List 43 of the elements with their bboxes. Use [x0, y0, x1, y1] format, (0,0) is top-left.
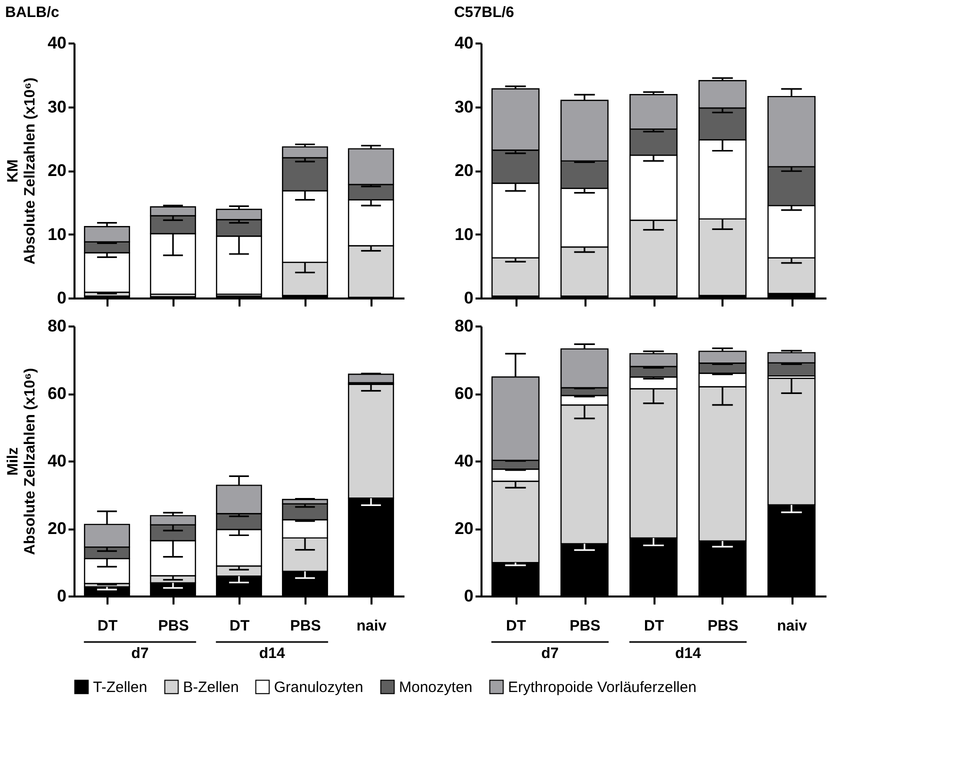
x-tick-label: PBS: [570, 618, 600, 634]
y-tick-label: 40: [48, 452, 66, 470]
x-tick-label: DT: [98, 618, 118, 634]
y-tick-label: 0: [464, 586, 474, 606]
x-tick-label: DT: [644, 618, 664, 634]
y-tick-label: 20: [454, 519, 474, 538]
text: d14: [675, 645, 702, 662]
x-tick-label: PBS: [158, 618, 189, 634]
text: d7: [131, 645, 149, 662]
x-tick-label: DT: [506, 618, 526, 634]
legend-label: Erythropoide Vorläuferzellen: [508, 678, 696, 696]
legend-label: Granulozyten: [274, 678, 364, 696]
chart-title: C57BL/6: [454, 4, 514, 21]
y-tick-label: 80: [454, 316, 474, 336]
y-tick-label: 0: [57, 586, 66, 606]
y-tick-label: 0: [57, 288, 66, 308]
legend-label: T-Zellen: [93, 678, 148, 696]
text: d7: [541, 645, 559, 662]
text: d14: [259, 645, 286, 662]
y-tick-label: 20: [48, 519, 66, 538]
y-tick-label: 40: [454, 452, 474, 470]
x-tick-label: PBS: [290, 618, 321, 634]
legend-label: Monozyten: [399, 678, 472, 696]
y-tick-label: 60: [48, 384, 66, 403]
y-tick-label: 10: [48, 224, 66, 244]
x-tick-label: naiv: [776, 618, 808, 634]
y-tick-label: 40: [454, 34, 474, 52]
legend-label: B-Zellen: [183, 678, 239, 696]
y-tick-label: 20: [454, 161, 474, 180]
y-axis-title: Milz Absolute Zellzahlen (x10⁶): [4, 368, 39, 555]
y-tick-label: 80: [48, 316, 66, 336]
y-tick-label: 0: [464, 288, 474, 308]
y-tick-label: 10: [454, 224, 474, 244]
y-axis-title: KM Absolute Zellzahlen (x10⁶): [4, 78, 39, 264]
x-tick-label: PBS: [708, 618, 738, 634]
y-tick-label: 20: [48, 161, 66, 180]
y-tick-label: 30: [454, 97, 474, 116]
chart-title: BALB/c: [5, 4, 60, 21]
x-tick-label: naiv: [356, 618, 388, 634]
y-tick-label: 40: [48, 34, 66, 52]
y-tick-label: 60: [454, 384, 474, 403]
y-tick-label: 30: [48, 97, 66, 116]
x-tick-label: DT: [230, 618, 250, 634]
